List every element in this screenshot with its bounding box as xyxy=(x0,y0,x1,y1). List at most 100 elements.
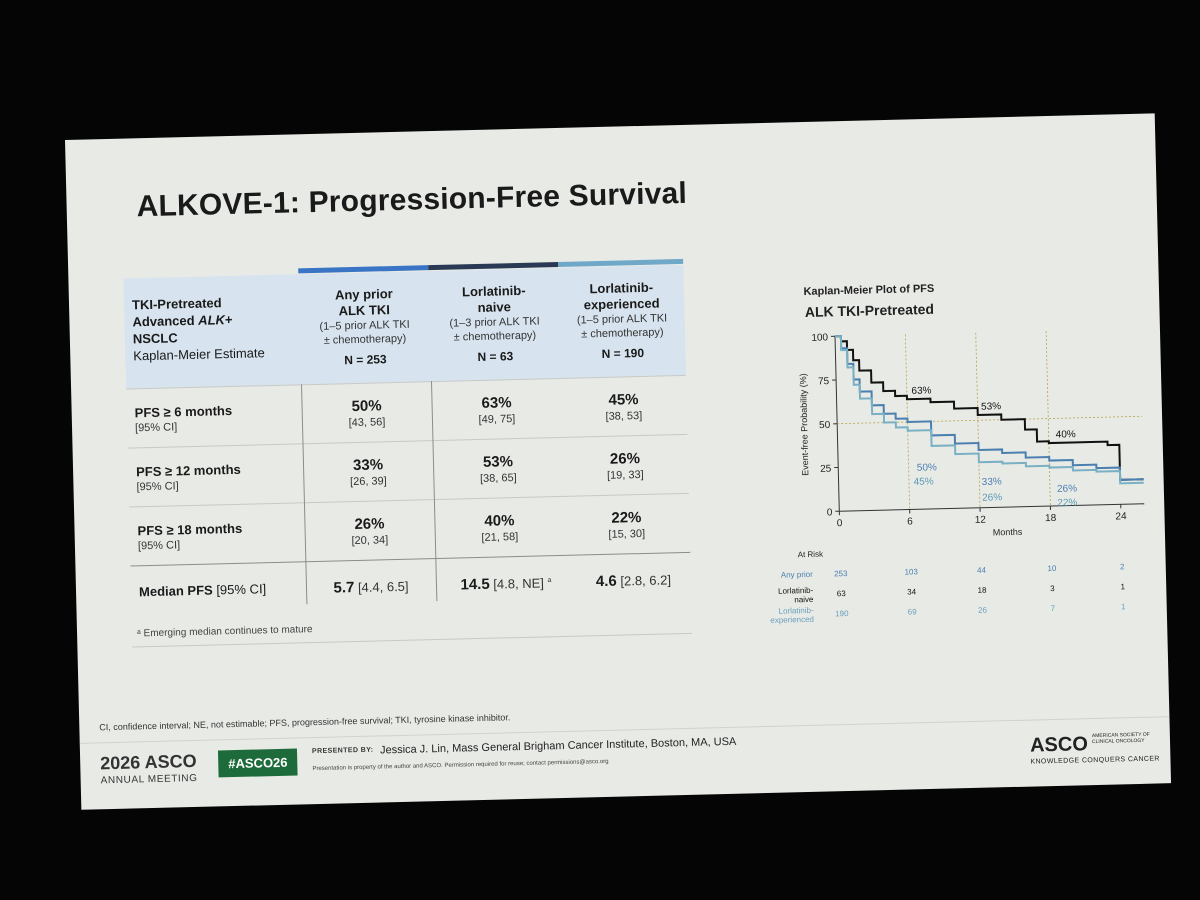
permission-notice: Presentation is property of the author a… xyxy=(312,758,609,773)
cell-percent: 40% xyxy=(484,512,515,530)
presenter: Jessica J. Lin, Mass General Brigham Can… xyxy=(379,735,737,757)
chart-subtitle: ALK TKI-Pretreated xyxy=(804,300,935,320)
at-risk-value: 253 xyxy=(834,569,848,578)
row-header-line: Advanced ALK+ xyxy=(132,311,233,330)
slide: ALKOVE-1: Progression-Free Survival TKI-… xyxy=(65,113,1172,810)
column-n: N = 63 xyxy=(477,349,514,364)
data-label: 33% xyxy=(982,476,1002,487)
median-label: Median PFS [95% CI] xyxy=(138,581,267,600)
column-n: N = 253 xyxy=(344,352,387,368)
at-risk-value: 34 xyxy=(907,587,917,596)
table-cell: 26% [19, 33] xyxy=(560,449,691,483)
column-subtitle: (1–3 prior ALK TKI ± chemotherapy) xyxy=(449,315,540,344)
at-risk-value: 18 xyxy=(977,586,987,595)
column-title: Lorlatinib-experienced xyxy=(583,279,660,313)
at-risk-row-label: Any prior xyxy=(781,570,814,580)
cell-percent: 45% xyxy=(608,391,639,409)
asco-logo: ASCO xyxy=(1029,733,1089,757)
cell-ci: [19, 33] xyxy=(606,468,644,482)
table-cell: 22% [15, 30] xyxy=(561,508,692,542)
table-cell: 63% [49, 75] xyxy=(431,393,562,427)
median-value: 4.6 [2.8, 6.2] xyxy=(595,572,672,591)
data-label: 53% xyxy=(981,401,1001,412)
cell-ci: [26, 39] xyxy=(349,475,387,489)
cell-ci: [49, 75] xyxy=(478,413,516,426)
series-line xyxy=(835,335,1144,485)
cell-ci: [21, 58] xyxy=(481,531,519,544)
column-n: N = 190 xyxy=(601,345,645,361)
landmark-line xyxy=(975,332,981,508)
data-label: 26% xyxy=(1057,483,1077,494)
series-line xyxy=(835,335,1144,481)
at-risk-value: 44 xyxy=(977,566,987,575)
x-tick-label: 12 xyxy=(975,515,987,526)
row-header-label: TKI-Pretreated Advanced ALK+ NSCLC Kapla… xyxy=(132,293,265,364)
data-label: 26% xyxy=(982,492,1002,503)
cell-ci: [15, 30] xyxy=(608,527,646,541)
y-tick-label: 25 xyxy=(820,464,832,475)
hashtag-badge: #ASCO26 xyxy=(217,748,298,778)
at-risk-value: 103 xyxy=(904,567,918,576)
y-tick-label: 100 xyxy=(811,332,828,343)
x-axis xyxy=(839,503,1145,512)
cell-ci: [38, 65] xyxy=(479,472,517,485)
asco-meeting-logo: 2026 ASCO xyxy=(99,750,197,774)
cell-ci: [43, 56] xyxy=(348,416,386,430)
column-header-lorlatinib-naive: Lorlatinib-naive (1–3 prior ALK TKI ± che… xyxy=(429,282,561,365)
at-risk-value: 1 xyxy=(1120,582,1125,591)
cell-percent: 22% xyxy=(611,509,642,527)
row-label: PFS ≥ 6 months xyxy=(134,403,233,421)
at-risk-row-label: Lorlatinib- xyxy=(778,586,814,596)
at-risk-row-label: naive xyxy=(794,595,814,604)
cell-percent: 53% xyxy=(482,453,514,471)
cell-ci: [20, 34] xyxy=(351,534,389,548)
at-risk-row-label: experienced xyxy=(770,615,814,625)
column-title: Any prior ALK TKI xyxy=(334,286,393,319)
at-risk-value: 2 xyxy=(1120,562,1125,571)
at-risk-value: 69 xyxy=(908,607,918,616)
column-header-any-prior: Any prior ALK TKI (1–5 prior ALK TKI ± che… xyxy=(299,285,431,368)
x-axis-label: Months xyxy=(993,527,1023,538)
footer: 2026 ASCO ANNUAL MEETING #ASCO26 PRESENT… xyxy=(79,716,1172,810)
table-cell: 50% [43, 56] xyxy=(301,396,432,430)
at-risk-row-label: Lorlatinib- xyxy=(778,606,814,616)
table-cell: 45% [38, 53] xyxy=(558,390,689,424)
asco-society-name: AMERICAN SOCIETY OF CLINICAL ONCOLOGY xyxy=(1091,731,1150,746)
cell-percent: 50% xyxy=(351,397,382,416)
y-tick-label: 75 xyxy=(818,376,830,387)
landmark-line xyxy=(904,334,911,510)
x-tick-label: 24 xyxy=(1115,511,1127,522)
row-ci-label: [95% CI] xyxy=(137,539,181,553)
at-risk-value: 63 xyxy=(837,589,847,598)
y-axis-label: Event-free Probability (%) xyxy=(798,373,811,476)
y-tick-label: 0 xyxy=(827,507,833,518)
data-label: 45% xyxy=(914,476,934,487)
presented-by-label: PRESENTED BY: xyxy=(311,746,374,756)
cell-percent: 33% xyxy=(352,456,384,475)
data-label: 22% xyxy=(1057,497,1077,508)
cell-percent: 26% xyxy=(354,515,385,534)
row-ci-label: [95% CI] xyxy=(136,480,179,494)
at-risk-value: 10 xyxy=(1047,564,1057,573)
at-risk-header: At Risk xyxy=(798,550,825,560)
x-tick-label: 0 xyxy=(837,518,843,529)
y-tick-label: 50 xyxy=(819,420,831,431)
cell-percent: 63% xyxy=(481,394,512,412)
table-cell: 33% [26, 39] xyxy=(303,455,434,489)
column-subtitle: (1–5 prior ALK TKI ± chemotherapy) xyxy=(576,312,668,341)
data-label: 63% xyxy=(911,385,931,396)
x-tick-label: 6 xyxy=(907,516,913,527)
at-risk-value: 190 xyxy=(835,609,849,618)
landmark-line xyxy=(1045,331,1051,507)
median-reference-line xyxy=(837,415,1143,425)
x-tick-label: 18 xyxy=(1045,513,1057,524)
row-ci-label: [95% CI] xyxy=(134,421,178,435)
slide-title: ALKOVE-1: Progression-Free Survival xyxy=(136,176,688,224)
asco-meeting-label: ANNUAL MEETING xyxy=(100,772,198,787)
median-value: 14.5 [4.8, NE] a xyxy=(460,575,552,594)
data-label: 50% xyxy=(917,462,937,473)
table-header: TKI-Pretreated Advanced ALK+ NSCLC Kapla… xyxy=(123,264,686,389)
row-label: PFS ≥ 18 months xyxy=(137,520,243,539)
at-risk-value: 1 xyxy=(1121,602,1126,611)
